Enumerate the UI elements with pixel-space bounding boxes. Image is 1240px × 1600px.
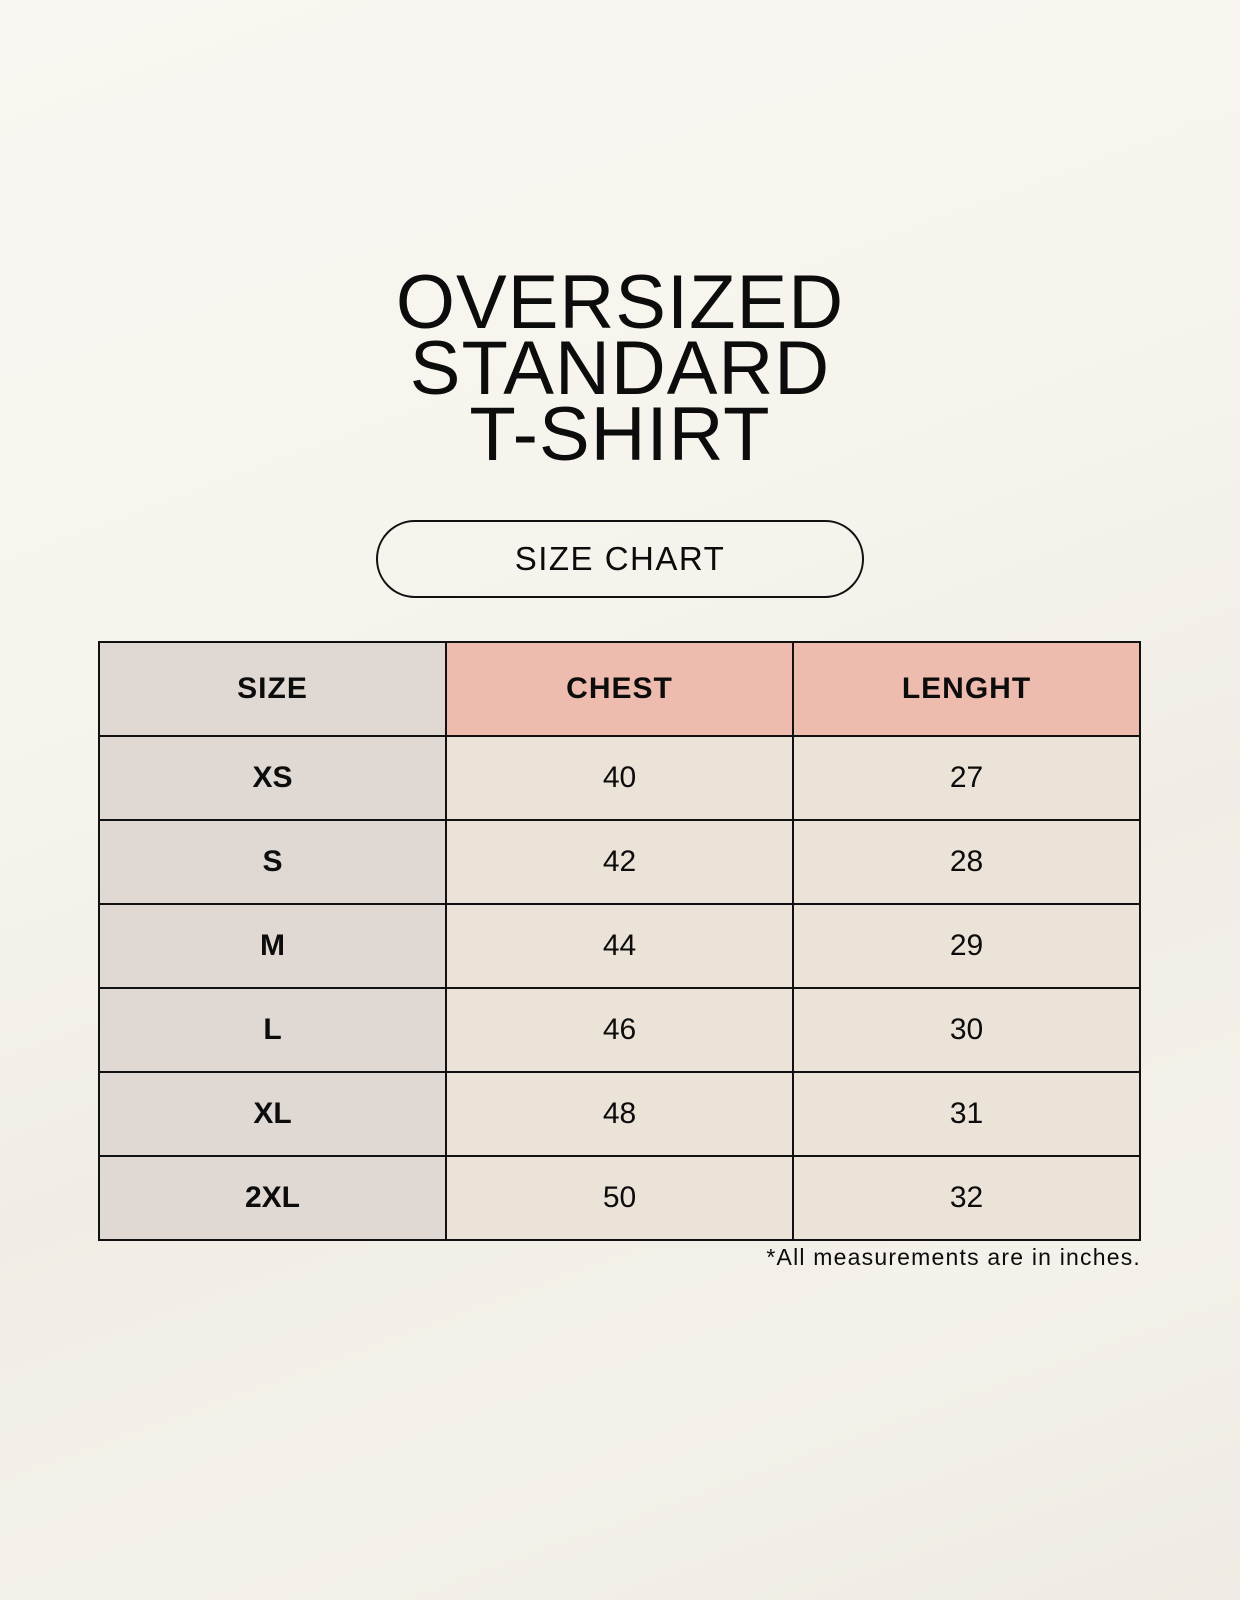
length-cell: 32 (792, 1155, 1141, 1241)
length-cell: 29 (792, 903, 1141, 989)
length-cell: 28 (792, 819, 1141, 905)
size-cell: XL (98, 1071, 447, 1157)
size-cell: S (98, 819, 447, 905)
title-line: OVERSIZED (395, 260, 845, 345)
table-row: 2XL 50 32 (98, 1155, 1141, 1241)
table-row: M 44 29 (98, 903, 1141, 989)
table-row: XL 48 31 (98, 1071, 1141, 1157)
header-chest: CHEST (445, 641, 794, 737)
size-cell: XS (98, 735, 447, 821)
size-chart-badge: SIZE CHART (376, 520, 864, 598)
title-line: T-SHIRT (469, 392, 771, 477)
page-title: OVERSIZED STANDARD T-SHIRT (0, 260, 1240, 477)
table-row: XS 40 27 (98, 735, 1141, 821)
header-length: LENGHT (792, 641, 1141, 737)
chest-cell: 42 (445, 819, 794, 905)
table-row: L 46 30 (98, 987, 1141, 1073)
table-row: S 42 28 (98, 819, 1141, 905)
title-line: STANDARD (409, 326, 831, 411)
chest-cell: 46 (445, 987, 794, 1073)
size-cell: L (98, 987, 447, 1073)
size-table: SIZE CHEST LENGHT XS 40 27 S 42 28 M 44 29 L 46 30 X… (98, 641, 1141, 1241)
footnote: *All measurements are in inches. (766, 1244, 1141, 1270)
chest-cell: 48 (445, 1071, 794, 1157)
table-header-row: SIZE CHEST LENGHT (98, 641, 1141, 737)
size-cell: M (98, 903, 447, 989)
chest-cell: 40 (445, 735, 794, 821)
chest-cell: 44 (445, 903, 794, 989)
size-cell: 2XL (98, 1155, 447, 1241)
length-cell: 31 (792, 1071, 1141, 1157)
length-cell: 27 (792, 735, 1141, 821)
length-cell: 30 (792, 987, 1141, 1073)
header-size: SIZE (98, 641, 447, 737)
chest-cell: 50 (445, 1155, 794, 1241)
